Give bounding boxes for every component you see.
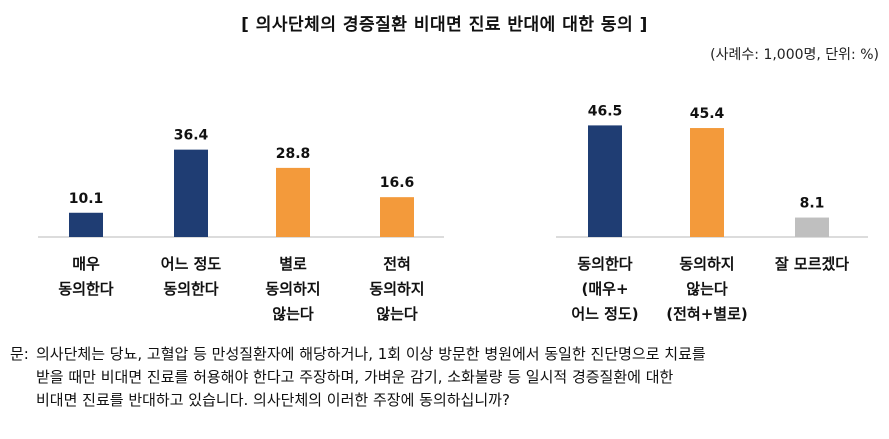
category-label-g1-4: 전혀 동의하지 않는다 <box>369 255 425 323</box>
category-label-g2-3: 잘 모르겠다 <box>774 255 850 273</box>
bar-g1-4 <box>380 197 414 237</box>
question-prefix: 문: <box>10 345 29 363</box>
category-label-g2-1: 동의한다 (매우+ 어느 정도) <box>571 255 639 323</box>
category-label-g2-2: 동의하지 않는다 (전혀+별로) <box>666 255 748 323</box>
unit-note: (사례수: 1,000명, 단위: %) <box>710 47 879 63</box>
chart-title: [ 의사단체의 경증질환 비대면 진료 반대에 대한 동의 ] <box>241 15 648 35</box>
bar-g2-2 <box>690 128 724 237</box>
category-label-g1-3: 별로 동의하지 않는다 <box>265 255 321 323</box>
data-label-g2-1: 46.5 <box>588 103 623 119</box>
data-label-g1-1: 10.1 <box>69 191 104 207</box>
bar-g1-3 <box>276 167 310 237</box>
category-label-g1-2: 어느 정도 동의한다 <box>160 255 222 298</box>
bar-chart: 10.1 36.4 28.8 16.6 46.5 45.4 8.1 <box>38 103 868 238</box>
category-label-g1-1: 매우 동의한다 <box>58 255 114 298</box>
bar-g1-1 <box>69 212 103 237</box>
data-label-g2-3: 8.1 <box>800 196 825 212</box>
survey-question: 문: 의사단체는 당뇨, 고혈압 등 만성질환자에 해당하거나, 1회 이상 방문… <box>10 343 882 412</box>
data-label-g2-2: 45.4 <box>690 106 725 122</box>
question-line-1: 의사단체는 당뇨, 고혈압 등 만성질환자에 해당하거나, 1회 이상 방문한 … <box>36 345 706 363</box>
bar-g1-2 <box>174 149 208 237</box>
question-line-3: 비대면 진료를 반대하고 있습니다. 의사단체의 이러한 주장에 동의하십니까? <box>36 391 510 409</box>
bar-g2-1 <box>588 125 622 237</box>
bar-g2-3 <box>795 217 829 237</box>
data-label-g1-2: 36.4 <box>174 128 209 144</box>
question-line-2: 받을 때만 비대면 진료를 허용해야 한다고 주장하며, 가벼운 감기, 소화불… <box>36 368 674 386</box>
data-label-g1-4: 16.6 <box>380 175 415 191</box>
data-label-g1-3: 28.8 <box>276 146 311 162</box>
